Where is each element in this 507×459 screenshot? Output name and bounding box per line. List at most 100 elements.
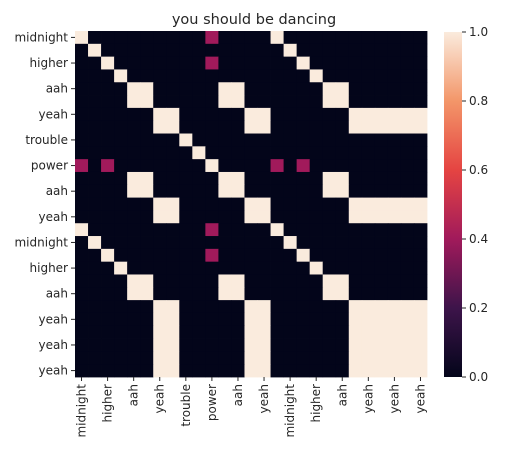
heatmap-cell <box>205 31 219 45</box>
heatmap-cell <box>270 82 284 96</box>
heatmap-cell <box>244 133 258 147</box>
heatmap-cell <box>192 287 206 301</box>
heatmap-cell <box>400 364 415 378</box>
x-tick-label: power <box>205 384 219 421</box>
heatmap-cell <box>205 197 219 211</box>
heatmap-cell <box>413 43 428 58</box>
heatmap-cell <box>335 31 350 45</box>
heatmap-cell <box>283 300 298 314</box>
heatmap-cell <box>309 210 324 224</box>
heatmap-cell <box>166 287 180 301</box>
heatmap-cell <box>127 274 141 288</box>
heatmap-cell <box>192 351 206 365</box>
heatmap-cell <box>387 95 402 109</box>
heatmap-cell <box>101 120 115 134</box>
heatmap-cell <box>88 120 102 134</box>
colorbar-tick-label: 1.0 <box>469 25 488 39</box>
heatmap-cell <box>322 43 337 58</box>
heatmap-cell <box>309 95 324 109</box>
heatmap-cell <box>400 236 415 250</box>
heatmap-cell <box>387 287 402 301</box>
heatmap-cell <box>270 236 284 250</box>
heatmap-cell <box>153 223 167 237</box>
heatmap-cell <box>75 197 89 211</box>
heatmap-cell <box>192 274 206 288</box>
heatmap-cell <box>205 274 219 288</box>
heatmap-cell <box>231 184 245 198</box>
heatmap-cell <box>348 236 363 250</box>
heatmap-cell <box>335 95 350 109</box>
heatmap-cell <box>114 248 128 263</box>
heatmap-cell <box>361 274 376 288</box>
heatmap-cell <box>127 120 141 134</box>
heatmap-cell <box>309 159 324 173</box>
heatmap-cell <box>205 236 219 250</box>
heatmap-cell <box>387 159 402 173</box>
heatmap-cell <box>413 56 428 70</box>
heatmap-cell <box>413 364 428 378</box>
heatmap-cell <box>257 69 271 83</box>
heatmap-cell <box>244 248 258 263</box>
heatmap-cell <box>348 287 363 301</box>
heatmap-cell <box>205 287 219 301</box>
heatmap-cell <box>361 210 376 224</box>
heatmap-cell <box>75 146 89 160</box>
heatmap-cell <box>166 364 180 378</box>
heatmap-cell <box>283 261 298 275</box>
heatmap-cell <box>283 159 298 173</box>
heatmap-cell <box>192 43 206 58</box>
heatmap-cell <box>166 351 180 365</box>
heatmap-cell <box>309 107 324 122</box>
heatmap-cell <box>413 120 428 134</box>
heatmap-cell <box>244 223 258 237</box>
heatmap-cell <box>166 300 180 314</box>
heatmap-cell <box>114 274 128 288</box>
heatmap-cell <box>114 287 128 301</box>
heatmap-cell <box>374 261 389 275</box>
heatmap-cell <box>192 300 206 314</box>
heatmap-cell <box>88 210 102 224</box>
heatmap-cell <box>127 300 141 314</box>
heatmap-cell <box>400 120 415 134</box>
heatmap-cell <box>205 43 219 58</box>
heatmap-cell <box>348 171 363 186</box>
heatmap-cell <box>309 56 324 70</box>
heatmap-cell <box>231 120 245 134</box>
heatmap-cell <box>114 159 128 173</box>
heatmap-cell <box>101 287 115 301</box>
heatmap-cell <box>127 56 141 70</box>
heatmap-cell <box>127 133 141 147</box>
heatmap-cell <box>283 351 298 365</box>
heatmap-cell <box>153 312 167 327</box>
heatmap-cell <box>231 82 245 96</box>
heatmap-cell <box>114 364 128 378</box>
heatmap-cell <box>218 325 232 339</box>
colorbar-tick-label: 0.8 <box>469 94 488 108</box>
heatmap-cell <box>218 236 232 250</box>
heatmap-cell <box>296 82 311 96</box>
heatmap-cell <box>283 31 298 45</box>
heatmap-cell <box>140 236 154 250</box>
heatmap-cell <box>153 236 167 250</box>
heatmap-cell <box>309 69 324 83</box>
heatmap-cell <box>231 69 245 83</box>
heatmap-cell <box>283 197 298 211</box>
heatmap-cell <box>244 312 258 327</box>
heatmap-cell <box>153 274 167 288</box>
heatmap-cell <box>374 338 389 352</box>
heatmap-cell <box>296 197 311 211</box>
heatmap-cell <box>283 120 298 134</box>
heatmap-cell <box>140 159 154 173</box>
heatmap-cell <box>88 133 102 147</box>
heatmap-cell <box>114 261 128 275</box>
heatmap-cell <box>205 325 219 339</box>
heatmap-cell <box>101 69 115 83</box>
heatmap-cell <box>192 236 206 250</box>
heatmap-cell <box>348 338 363 352</box>
heatmap-cell <box>231 248 245 263</box>
heatmap-cell <box>348 274 363 288</box>
heatmap-cell <box>179 171 193 186</box>
y-tick-label: aah <box>46 184 68 198</box>
heatmap-cell <box>309 248 324 263</box>
heatmap-cell <box>257 236 271 250</box>
